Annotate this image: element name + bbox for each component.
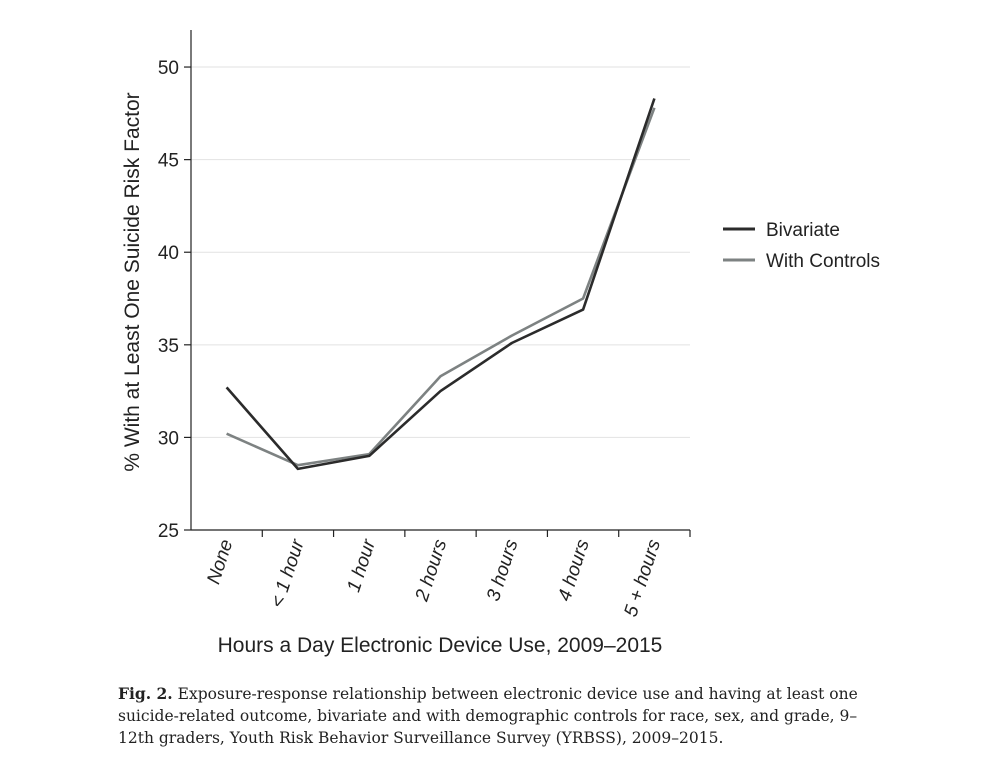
y-tick-label: 50 (158, 58, 179, 79)
y-tick-label: 40 (158, 243, 179, 264)
x-tick-label: 1 hour (343, 536, 380, 594)
y-tick-label: 25 (158, 521, 179, 542)
x-tick-label: 4 hours (554, 537, 594, 604)
x-tick-label: < 1 hour (267, 536, 309, 610)
line-chart: 25 30 35 40 45 50 None < 1 hour 1 hour 2 hours 3 … (121, 30, 880, 657)
legend-label: With Controls (766, 251, 880, 272)
x-ticks: None < 1 hour 1 hour 2 hours 3 hours 4 hours 5… (203, 530, 691, 620)
series-line-bivariate (225, 98, 656, 471)
caption-label: Fig. 2. (118, 684, 173, 703)
legend-label: Bivariate (766, 220, 840, 241)
figure-caption: Fig. 2. Exposure-response relationship b… (118, 683, 888, 749)
series-line-with-controls (226, 107, 656, 467)
gridlines (191, 66, 690, 438)
series-lines (225, 98, 656, 471)
y-tick-label: 45 (158, 151, 179, 172)
y-tick-label: 30 (158, 428, 179, 449)
caption-text: Exposure-response relationship between e… (118, 685, 858, 747)
x-tick-label: 5 + hours (620, 537, 665, 620)
x-axis-title: Hours a Day Electronic Device Use, 2009–… (218, 634, 663, 657)
y-ticks: 25 30 35 40 45 50 (158, 58, 191, 542)
y-tick-label: 35 (158, 336, 179, 357)
legend: Bivariate With Controls (723, 220, 880, 272)
x-tick-label: 3 hours (483, 537, 523, 604)
x-tick-label: 2 hours (411, 537, 451, 605)
y-axis-title: % With at Least One Suicide Risk Factor (121, 92, 144, 471)
x-tick-label: None (203, 537, 237, 587)
